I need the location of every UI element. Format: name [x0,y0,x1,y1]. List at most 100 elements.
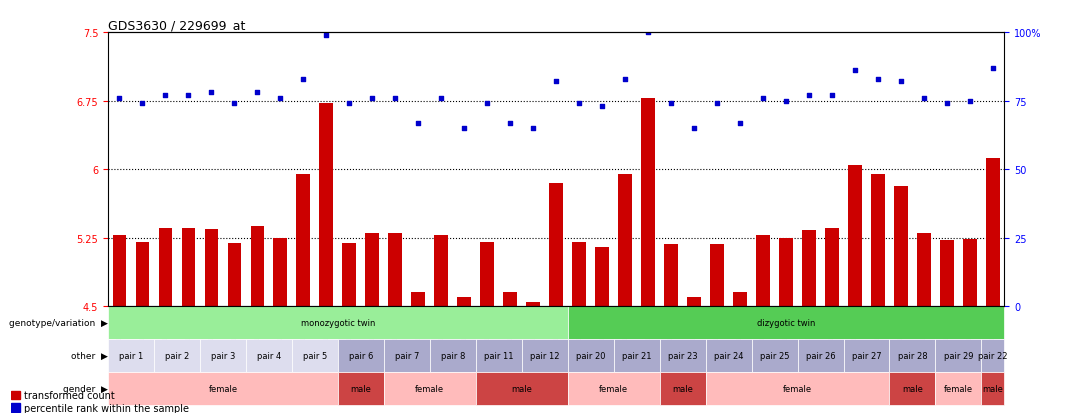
Bar [365,233,379,306]
Bar [297,174,310,306]
Point [111,95,129,102]
Bar [733,293,747,306]
FancyBboxPatch shape [752,339,797,372]
Bar [711,244,724,306]
Text: female: female [415,384,444,393]
Point [892,79,909,85]
Point [501,120,518,126]
Point [548,79,565,85]
FancyBboxPatch shape [660,339,705,372]
FancyBboxPatch shape [476,339,522,372]
FancyBboxPatch shape [568,306,1004,339]
Point [939,101,956,107]
Bar [320,104,334,306]
Text: pair 8: pair 8 [441,351,465,360]
FancyBboxPatch shape [383,372,476,405]
Text: pair 11: pair 11 [484,351,513,360]
Point [916,95,933,102]
Bar [687,297,701,306]
Point [594,104,611,110]
Bar [872,174,885,306]
FancyBboxPatch shape [935,339,982,372]
Text: male: male [902,384,923,393]
FancyBboxPatch shape [383,339,430,372]
Point [639,30,657,36]
Point [134,101,151,107]
Bar [11,403,21,412]
Point [731,120,748,126]
FancyBboxPatch shape [200,339,246,372]
Bar [112,235,126,306]
Point [708,101,726,107]
Bar [664,244,678,306]
Text: genotype/variation  ▶: genotype/variation ▶ [9,318,108,327]
Bar [159,228,173,306]
Bar [11,391,21,399]
Point [433,95,450,102]
Text: female: female [208,384,238,393]
Text: monozygotic twin: monozygotic twin [300,318,375,327]
Point [364,95,381,102]
Point [686,126,703,132]
Bar [986,159,1000,306]
FancyBboxPatch shape [982,339,1004,372]
Text: pair 25: pair 25 [760,351,789,360]
Text: pair 1: pair 1 [119,351,144,360]
FancyBboxPatch shape [338,372,383,405]
Bar [434,235,448,306]
Bar [894,186,908,306]
FancyBboxPatch shape [660,372,705,405]
Point [525,126,542,132]
Text: pair 20: pair 20 [576,351,606,360]
Point [800,93,818,99]
Bar [825,228,839,306]
Bar [204,230,218,306]
Bar [457,297,471,306]
Point [961,98,978,104]
Text: pair 24: pair 24 [714,351,743,360]
Point [869,76,887,83]
Bar [940,241,954,306]
Text: female: female [783,384,812,393]
Bar [342,244,356,306]
Text: pair 3: pair 3 [211,351,235,360]
Bar [802,231,815,306]
Bar [389,233,402,306]
Text: pair 27: pair 27 [852,351,881,360]
Bar [411,293,426,306]
Text: pair 2: pair 2 [165,351,189,360]
Point [984,65,1001,72]
Bar [550,183,563,306]
Bar [273,238,287,306]
FancyBboxPatch shape [108,339,154,372]
Text: female: female [599,384,629,393]
Bar [181,228,195,306]
Point [318,33,335,39]
Point [157,93,174,99]
FancyBboxPatch shape [108,372,338,405]
Point [248,90,266,97]
Point [387,95,404,102]
FancyBboxPatch shape [246,339,292,372]
Point [662,101,679,107]
Text: transformed count: transformed count [24,390,114,400]
Text: pair 6: pair 6 [349,351,373,360]
Text: gender  ▶: gender ▶ [63,384,108,393]
FancyBboxPatch shape [568,339,613,372]
FancyBboxPatch shape [338,339,383,372]
Point [847,68,864,75]
Text: male: male [350,384,372,393]
Bar [963,239,976,306]
Text: pair 29: pair 29 [944,351,973,360]
FancyBboxPatch shape [935,372,982,405]
Point [272,95,289,102]
Point [570,101,588,107]
Text: pair 26: pair 26 [806,351,835,360]
Point [179,93,197,99]
Text: male: male [672,384,693,393]
Text: female: female [944,384,973,393]
Bar [251,226,265,306]
Point [456,126,473,132]
FancyBboxPatch shape [705,339,752,372]
FancyBboxPatch shape [843,339,890,372]
